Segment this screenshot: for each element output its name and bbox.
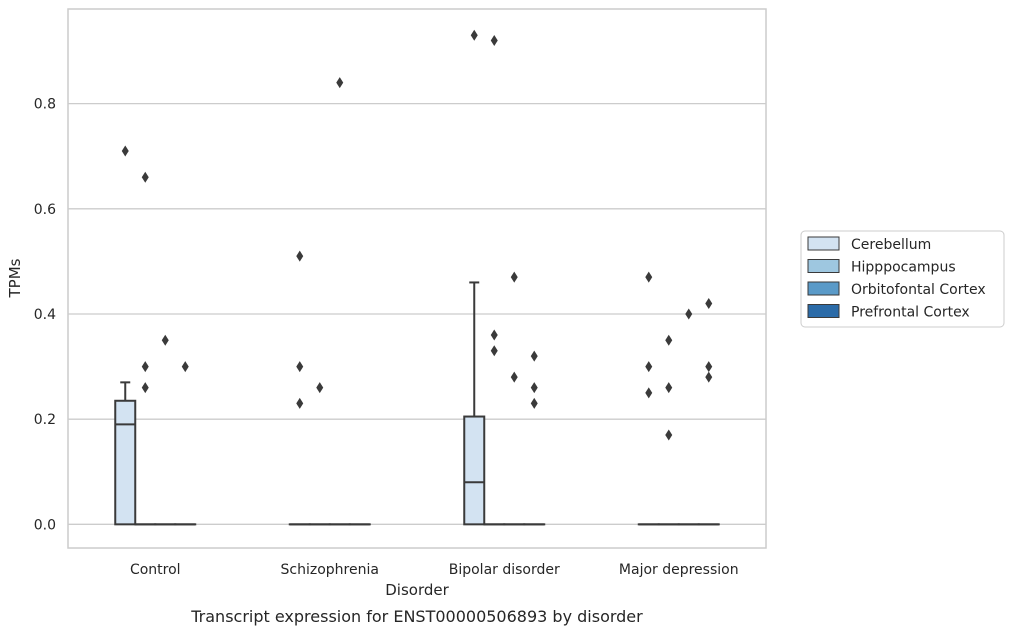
y-axis-ticks: 0.0 0.2 0.4 0.6 0.8 (34, 97, 56, 534)
chart-caption: Transcript expression for ENST0000050689… (190, 607, 643, 626)
outlier-point (296, 250, 304, 262)
outlier-point (296, 397, 304, 409)
outlier-point (665, 382, 673, 394)
outlier-point (530, 350, 538, 362)
y-tick-label: 0.2 (34, 412, 56, 428)
outlier-point (490, 35, 498, 47)
legend-swatch (807, 259, 840, 273)
outlier-point (645, 271, 653, 283)
outlier-point (645, 361, 653, 373)
box-1-1 (308, 382, 331, 526)
box-body (463, 415, 486, 526)
x-tick-label: Schizophrenia (281, 562, 379, 578)
box-plot-marks (114, 29, 720, 526)
x-axis-label: Disorder (385, 581, 449, 599)
box-0-1 (288, 250, 311, 526)
y-tick-label: 0.4 (34, 307, 56, 323)
y-tick-label: 0.8 (34, 97, 56, 113)
outlier-point (510, 371, 518, 383)
outlier-point (705, 371, 713, 383)
box-3-0 (174, 361, 197, 526)
x-tick-label: Control (130, 562, 181, 578)
x-tick-label: Bipolar disorder (449, 562, 560, 578)
outlier-point (665, 429, 673, 441)
legend-label: Cerebellum (851, 237, 931, 253)
outlier-point (530, 397, 538, 409)
outlier-point (470, 29, 478, 41)
outlier-point (705, 297, 713, 309)
outlier-point (316, 382, 324, 394)
outlier-point (181, 361, 189, 373)
legend-swatch (807, 281, 840, 296)
box-1-3 (657, 334, 680, 526)
y-tick-label: 0.0 (34, 517, 56, 533)
outlier-point (336, 77, 344, 89)
legend-label: Orbitofontal Cortex (851, 282, 986, 298)
outlier-point (685, 308, 693, 320)
legend-swatch (807, 304, 840, 318)
outlier-point (121, 145, 129, 157)
outlier-point (161, 334, 169, 346)
box-3-3 (697, 297, 720, 526)
outlier-point (141, 361, 149, 373)
box-body (114, 399, 137, 526)
outlier-point (141, 382, 149, 394)
box-1-2 (483, 35, 506, 526)
outlier-point (141, 171, 149, 183)
outlier-point (510, 271, 518, 283)
legend: Cerebellum Hipppocampus Orbitofontal Corte… (800, 230, 1005, 328)
outlier-point (705, 361, 713, 373)
outlier-point (490, 345, 498, 357)
legend-frame (800, 230, 1005, 328)
x-tick-label: Major depression (619, 562, 739, 578)
outlier-point (296, 361, 304, 373)
outlier-point (530, 382, 538, 394)
box-1-0 (134, 171, 157, 526)
box-0-2 (463, 29, 486, 526)
outlier-point (645, 387, 653, 399)
plot-area-frame (67, 8, 767, 549)
legend-label: Prefrontal Cortex (851, 305, 970, 321)
y-tick-label: 0.6 (34, 202, 56, 218)
box-3-2 (523, 350, 546, 526)
legend-label: Hipppocampus (851, 260, 956, 276)
y-axis-label: TPMs (6, 258, 24, 298)
x-axis-ticks: Control Schizophrenia Bipolar disorder Majo… (130, 562, 739, 578)
outlier-point (490, 329, 498, 341)
legend-swatch (807, 236, 840, 251)
box-0-0 (114, 145, 137, 526)
outlier-point (665, 334, 673, 346)
